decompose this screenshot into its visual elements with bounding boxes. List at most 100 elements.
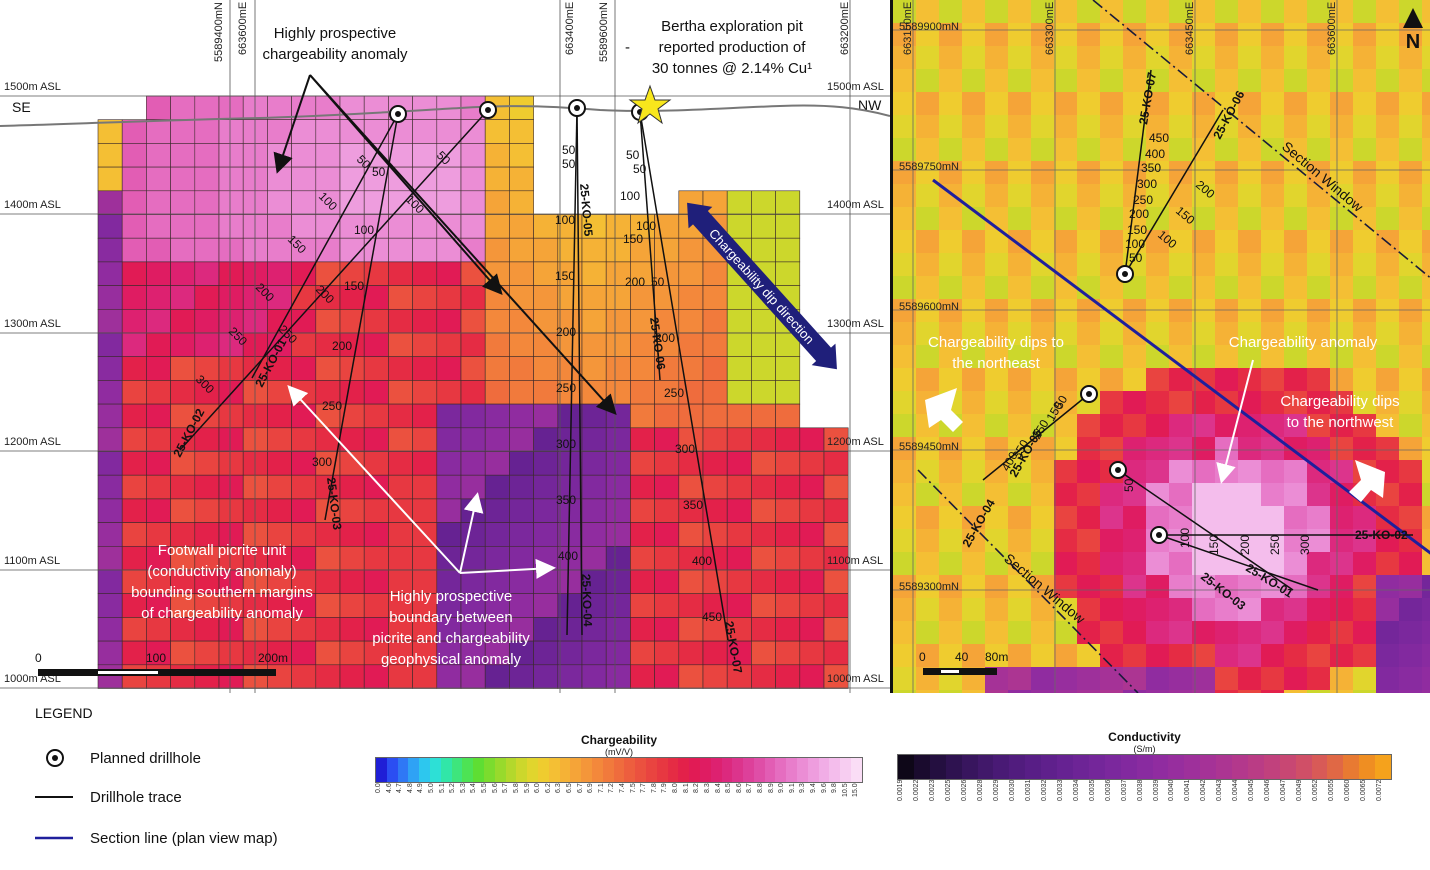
model-cell (1146, 368, 1169, 391)
model-cell (1376, 322, 1399, 345)
model-cell (146, 95, 171, 121)
color-swatch (1041, 755, 1058, 779)
model-cell (654, 237, 680, 263)
model-cell (916, 529, 939, 552)
model-cell (121, 261, 147, 286)
model-cell (775, 380, 801, 405)
model-cell (1031, 92, 1054, 115)
model-cell (1100, 299, 1123, 322)
model-cell (1215, 368, 1238, 391)
model-cell (1238, 575, 1261, 598)
model-cell (605, 617, 631, 642)
model-cell (460, 214, 486, 239)
color-swatch (376, 758, 387, 782)
tick-label: 0.0055 (1328, 780, 1336, 802)
model-cell (557, 617, 583, 642)
model-cell (1376, 115, 1399, 138)
svg-text:450: 450 (702, 610, 722, 624)
model-cell (916, 506, 939, 529)
model-cell (1215, 92, 1238, 115)
model-cell (726, 474, 752, 500)
model-cell (775, 214, 801, 239)
model-cell (678, 261, 704, 286)
svg-text:5589450mN: 5589450mN (899, 441, 959, 453)
model-cell (1215, 621, 1238, 644)
elev-1400-left: 1400m ASL (4, 199, 61, 211)
model-cell (726, 451, 752, 476)
model-cell (1146, 644, 1169, 667)
model-cell (1100, 92, 1123, 115)
plan-view-svg: 5589900mN 5589750mN 5589600mN 5589450mN … (893, 0, 1430, 693)
tick-label: 4.8 (406, 783, 414, 793)
model-cell (893, 460, 916, 483)
model-cell (1261, 230, 1284, 253)
model-cell (1146, 391, 1169, 414)
model-cell (218, 214, 244, 239)
model-cell (678, 617, 704, 642)
model-cell (170, 237, 196, 263)
model-cell (1169, 115, 1192, 138)
model-cell (412, 214, 438, 239)
svg-text:300: 300 (556, 437, 576, 451)
tick-label: 6.0 (534, 783, 542, 793)
model-cell (1123, 92, 1146, 115)
model-cell (1307, 598, 1330, 621)
model-cell (509, 332, 534, 358)
model-cell (460, 522, 486, 547)
legend-planned-label: Planned drillhole (90, 749, 201, 767)
svg-text:300: 300 (675, 442, 695, 456)
color-swatch (721, 758, 733, 782)
model-cell (962, 368, 985, 391)
model-cell (893, 598, 916, 621)
model-cell (962, 69, 985, 92)
color-swatch (710, 758, 722, 782)
model-cell (1353, 598, 1376, 621)
tick-label: 0.0045 (1248, 780, 1256, 802)
model-cell (1399, 230, 1422, 253)
model-cell (939, 483, 962, 506)
model-cell (509, 498, 534, 523)
model-cell (1399, 253, 1422, 276)
color-swatch (1311, 755, 1328, 779)
chargeability-color-ramp (375, 757, 863, 783)
model-cell (581, 403, 607, 429)
model-cell (1238, 253, 1261, 276)
model-cell (1422, 276, 1430, 299)
model-cell (1284, 92, 1307, 115)
model-cell (1307, 230, 1330, 253)
model-cell (509, 451, 534, 476)
model-cell (1008, 69, 1031, 92)
model-cell (315, 569, 341, 595)
color-swatch (961, 755, 978, 779)
svg-text:200: 200 (1129, 207, 1149, 221)
model-cell (194, 190, 220, 215)
model-cell (939, 345, 962, 368)
model-cell (893, 575, 916, 598)
svg-text:350: 350 (683, 498, 703, 512)
model-cell (1422, 46, 1430, 69)
svg-text:450: 450 (1149, 131, 1169, 145)
model-cell (893, 253, 916, 276)
model-cell (1238, 598, 1261, 621)
model-cell (436, 166, 462, 192)
easting-label-5: 663200mE (839, 2, 851, 55)
model-cell (823, 640, 849, 666)
model-cell (1261, 207, 1284, 230)
svg-text:40: 40 (955, 650, 969, 664)
model-cell (1031, 0, 1054, 23)
tick-label: 0.0028 (976, 780, 984, 802)
model-cell (985, 391, 1008, 414)
model-cell (1008, 690, 1031, 693)
model-cell (1422, 0, 1430, 23)
svg-text:250: 250 (322, 399, 342, 413)
model-cell (1215, 644, 1238, 667)
model-cell (1376, 253, 1399, 276)
model-cell (97, 332, 123, 358)
model-cell (1353, 230, 1376, 253)
model-cell (1238, 621, 1261, 644)
model-cell (218, 664, 244, 689)
model-cell (460, 308, 486, 334)
planned-drillhole-icon (35, 748, 75, 768)
tick-label: 5.7 (502, 783, 510, 793)
model-cell (581, 664, 607, 689)
